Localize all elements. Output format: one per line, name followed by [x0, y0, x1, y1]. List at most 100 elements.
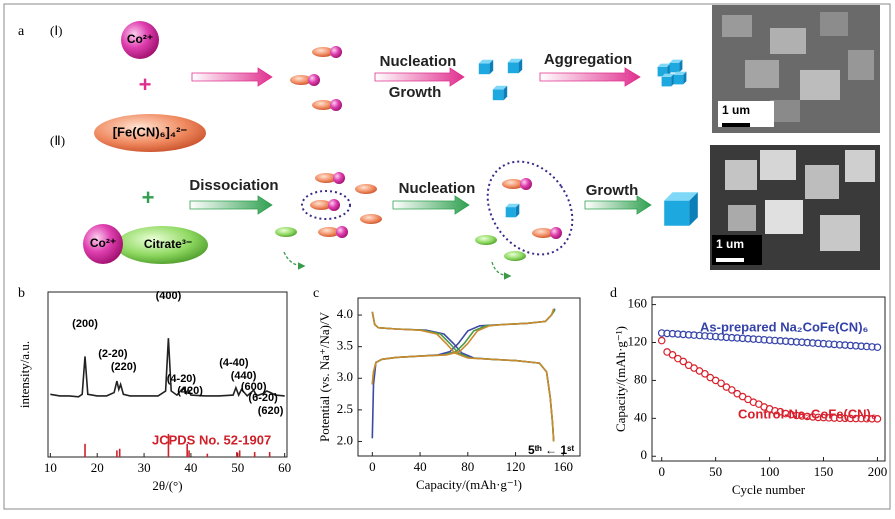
step-label: Dissociation	[189, 177, 278, 194]
peak-label: (620)	[258, 405, 284, 417]
step-label: Growth	[389, 84, 442, 101]
y-tick-label: 2.0	[337, 432, 353, 447]
dotted-ellipse	[301, 190, 351, 220]
x-tick-label: 40	[184, 460, 197, 475]
co-ion	[83, 224, 123, 264]
arrow	[189, 195, 273, 215]
y-tick-label: 0	[641, 447, 648, 462]
panel-label: a	[18, 24, 25, 39]
x-tick-label: 120	[506, 459, 526, 474]
reference-label: JCPDS No. 52-1907	[152, 432, 271, 447]
arrow	[392, 195, 470, 215]
y-tick-label: 80	[634, 371, 647, 386]
particle	[312, 99, 342, 111]
scale-bar: 1 um	[716, 237, 744, 251]
cube	[478, 59, 494, 75]
y-axis-label: intensity/a.u.	[17, 341, 32, 408]
cube	[492, 85, 508, 101]
x-tick-label: 200	[868, 464, 888, 479]
dotted-ellipse	[486, 160, 574, 256]
x-tick-label: 0	[658, 464, 665, 479]
series-label: As-prepared Na₂CoFe(CN)₆	[700, 319, 869, 334]
x-tick-label: 60	[278, 460, 291, 475]
arrow	[539, 67, 641, 87]
step-label: Nucleation	[380, 53, 457, 70]
x-tick-label: 40	[414, 459, 427, 474]
marker	[728, 386, 736, 394]
annotation: 5ᵗʰ ← 1ˢᵗ	[528, 443, 575, 457]
row-label: (Ⅱ)	[50, 133, 65, 148]
marker	[668, 351, 677, 359]
reactant: Co²⁺	[90, 236, 116, 250]
step-label: Growth	[586, 182, 639, 199]
x-tick-label: 0	[369, 459, 376, 474]
arrow	[191, 67, 273, 87]
peak-label: (220)	[111, 361, 137, 373]
sem-image: 1 um	[712, 5, 880, 133]
marker	[873, 343, 882, 352]
peak-label: (420)	[177, 385, 203, 397]
peak-label: (2-20)	[98, 348, 128, 360]
particle	[315, 172, 345, 184]
x-tick-label: 150	[814, 464, 834, 479]
citrate	[275, 227, 297, 237]
x-axis-label: 2θ/(°)	[152, 478, 182, 493]
cube	[673, 71, 687, 85]
fe-cn-ion	[94, 114, 206, 152]
reactant: Citrate³⁻	[144, 237, 192, 251]
y-tick-label: 2.5	[337, 401, 353, 416]
particle	[312, 46, 342, 58]
plot-frame	[651, 296, 886, 462]
peak-label: (400)	[156, 290, 182, 302]
citrate	[504, 251, 526, 261]
panel-label: b	[18, 286, 25, 301]
scale-bar: 1 um	[722, 103, 750, 117]
row-label: (Ⅰ)	[50, 23, 63, 38]
marker	[717, 379, 725, 388]
marker	[657, 336, 666, 345]
arrow	[374, 67, 465, 87]
co-ion	[121, 21, 159, 59]
line	[371, 311, 555, 442]
panel-a: a (Ⅰ) (Ⅱ) Co²⁺ + [Fe(CN)₆]₄²⁻ Nucleation…	[18, 5, 880, 280]
reactant: Co²⁺	[127, 32, 153, 46]
dashed-arrow	[491, 261, 512, 280]
particle	[290, 74, 320, 86]
x-tick-label: 50	[709, 464, 722, 479]
x-axis-label: Capacity/(mAh·g⁻¹)	[416, 477, 522, 492]
step-label: Aggregation	[544, 51, 632, 68]
figure-border	[3, 3, 891, 510]
reactant: [Fe(CN)₆]₄²⁻	[113, 124, 188, 139]
x-tick-label: 10	[44, 460, 57, 475]
marker	[873, 415, 882, 423]
peak-label: (600)	[241, 381, 267, 393]
marker	[701, 369, 709, 378]
cube	[507, 58, 523, 74]
line	[371, 311, 555, 442]
y-tick-label: 3.5	[337, 338, 353, 353]
particle	[502, 178, 532, 190]
panel-label: d	[610, 286, 617, 301]
arrow	[584, 195, 652, 215]
y-tick-label: 160	[628, 296, 648, 311]
y-axis-label: Potential (vs. Na⁺/Na)/V	[317, 311, 332, 442]
particle	[310, 199, 340, 211]
particle	[318, 226, 348, 238]
x-tick-label: 80	[461, 459, 474, 474]
plot-frame	[47, 291, 288, 458]
citrate	[475, 235, 497, 245]
particle	[360, 214, 382, 224]
x-tick-label: 160	[554, 459, 574, 474]
panel-label: c	[313, 286, 319, 301]
line	[371, 308, 555, 385]
cube	[669, 59, 683, 73]
cube	[661, 73, 675, 87]
marker	[679, 357, 688, 366]
step-label: Nucleation	[399, 180, 476, 197]
citrate	[116, 226, 208, 264]
line	[371, 311, 555, 442]
peak-label: (200)	[72, 318, 98, 330]
x-tick-label: 20	[91, 460, 104, 475]
x-axis-label: Cycle number	[732, 482, 806, 497]
